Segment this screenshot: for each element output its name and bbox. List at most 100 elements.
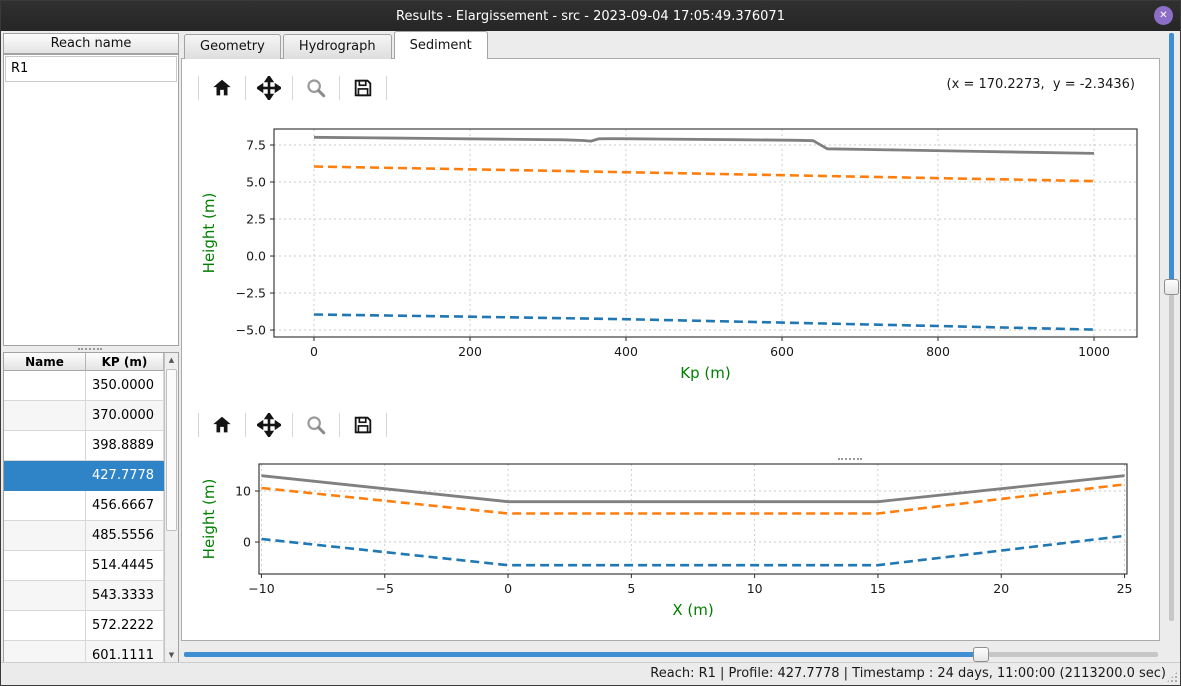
table-scrollbar[interactable]: ▲ ▼ — [164, 353, 178, 663]
series-blue-dashed — [313, 313, 1095, 331]
table-row[interactable]: 485.5556 — [4, 521, 178, 551]
table-cell — [4, 581, 86, 611]
chart2-toolbar — [190, 407, 395, 443]
table-cell: 601.1111 — [86, 641, 164, 663]
zoom-icon[interactable] — [301, 410, 331, 440]
x-tick-label: 0 — [504, 581, 512, 596]
toolbar-separator — [245, 413, 246, 437]
table-row[interactable]: 572.2222 — [4, 611, 178, 641]
scroll-down-icon[interactable]: ▼ — [165, 648, 178, 663]
save-icon[interactable] — [348, 410, 378, 440]
table-row[interactable]: 427.7778 — [4, 461, 178, 491]
tab-sediment[interactable]: Sediment — [393, 31, 488, 59]
x-tick-label: 10 — [747, 581, 763, 596]
table-row[interactable]: 350.0000 — [4, 371, 178, 401]
resize-grip[interactable] — [1166, 671, 1178, 683]
toolbar-separator — [292, 413, 293, 437]
table-row[interactable]: 514.4445 — [4, 551, 178, 581]
table-cell: 572.2222 — [86, 611, 164, 641]
home-icon[interactable] — [207, 410, 237, 440]
x-tick-label: 800 — [926, 344, 950, 359]
table-cell — [4, 491, 86, 521]
title-bar: Results - Elargissement - src - 2023-09-… — [1, 1, 1180, 31]
tab-hydrograph[interactable]: Hydrograph — [282, 34, 392, 59]
toolbar-separator — [198, 413, 199, 437]
panel-splitter-handle[interactable] — [78, 348, 102, 350]
tab-bar: Geometry Hydrograph Sediment — [184, 31, 490, 59]
x-tick-label: −5 — [376, 581, 394, 596]
y-tick-label: 0.0 — [246, 249, 266, 264]
timeline-slider-handle[interactable] — [972, 647, 989, 662]
x-tick-label: −10 — [248, 581, 274, 596]
table-cell: 543.3333 — [86, 581, 164, 611]
chart1-toolbar — [190, 70, 395, 106]
scrollbar-track[interactable] — [165, 532, 178, 648]
kp-profile-chart[interactable]: 0 200 400 600 800 1000 7.5 5.0 2.5 0.0 −2.5 −5.0 Kp … — [190, 112, 1150, 402]
vertical-slider-track[interactable] — [1169, 33, 1174, 621]
profile-table: Name KP (m) 350.0000 370.0000 398.8889 427.… — [3, 352, 179, 664]
timeline-slider[interactable] — [184, 647, 1158, 663]
table-cell — [4, 461, 86, 491]
toolbar-separator — [386, 76, 387, 100]
y-tick-label: −2.5 — [236, 286, 266, 301]
sediment-tab-panel: (x = 170.2273, y = -2.3436) 0 200 400 600 80… — [181, 58, 1160, 641]
chart-splitter-handle[interactable] — [838, 458, 862, 460]
x-axis-label: Kp (m) — [680, 364, 730, 382]
table-cell — [4, 611, 86, 641]
y-axis-label: Height (m) — [200, 479, 218, 560]
timeline-slider-fill — [184, 652, 981, 657]
series-gray-solid — [261, 474, 1125, 504]
zoom-icon[interactable] — [301, 73, 331, 103]
toolbar-separator — [339, 413, 340, 437]
pan-icon[interactable] — [254, 73, 284, 103]
x-tick-label: 25 — [1117, 581, 1133, 596]
vertical-slider-fill — [1169, 33, 1174, 288]
table-row[interactable]: 370.0000 — [4, 401, 178, 431]
y-tick-label: 2.5 — [246, 212, 266, 227]
y-tick-label: 10 — [235, 484, 251, 499]
vertical-slider[interactable] — [1163, 33, 1180, 621]
x-axis-label: X (m) — [672, 601, 713, 619]
table-cell — [4, 521, 86, 551]
table-row[interactable]: 398.8889 — [4, 431, 178, 461]
cross-section-chart[interactable]: −10 −5 0 5 10 15 20 25 10 0 X (m) Height (m) — [190, 445, 1150, 635]
tab-geometry[interactable]: Geometry — [184, 34, 281, 59]
table-cell — [4, 401, 86, 431]
table-cell: 370.0000 — [86, 401, 164, 431]
toolbar-separator — [386, 413, 387, 437]
table-cell — [4, 431, 86, 461]
series-gray-solid — [313, 135, 1095, 155]
x-tick-label: 600 — [770, 344, 794, 359]
table-row[interactable]: 543.3333 — [4, 581, 178, 611]
table-cell: 485.5556 — [86, 521, 164, 551]
home-icon[interactable] — [207, 73, 237, 103]
x-tick-label: 15 — [870, 581, 886, 596]
reach-list[interactable]: R1 — [3, 54, 179, 346]
table-cell: 350.0000 — [86, 371, 164, 401]
pan-icon[interactable] — [254, 410, 284, 440]
table-header-row: Name KP (m) — [4, 353, 178, 371]
table-body: 350.0000 370.0000 398.8889 427.7778 456.6667… — [4, 371, 178, 663]
x-tick-label: 20 — [993, 581, 1009, 596]
table-cell — [4, 371, 86, 401]
plot-border — [258, 463, 1128, 575]
reach-list-item[interactable]: R1 — [5, 56, 177, 82]
vertical-slider-handle[interactable] — [1164, 279, 1179, 296]
status-text: Reach: R1 | Profile: 427.7778 | Timestam… — [650, 666, 1166, 681]
table-row[interactable]: 601.1111 — [4, 641, 178, 663]
y-tick-label: 0 — [243, 535, 251, 550]
save-icon[interactable] — [348, 73, 378, 103]
window-title: Results - Elargissement - src - 2023-09-… — [396, 8, 785, 24]
table-row[interactable]: 456.6667 — [4, 491, 178, 521]
reach-name-header: Reach name — [3, 33, 179, 54]
toolbar-separator — [245, 76, 246, 100]
scrollbar-thumb[interactable] — [166, 369, 177, 531]
y-tick-label: 7.5 — [246, 137, 266, 152]
scroll-up-icon[interactable]: ▲ — [165, 353, 178, 368]
table-cell: 398.8889 — [86, 431, 164, 461]
series-blue-dashed — [261, 534, 1125, 567]
x-tick-label: 0 — [310, 344, 318, 359]
toolbar-separator — [198, 76, 199, 100]
close-icon[interactable]: ✕ — [1154, 6, 1173, 25]
